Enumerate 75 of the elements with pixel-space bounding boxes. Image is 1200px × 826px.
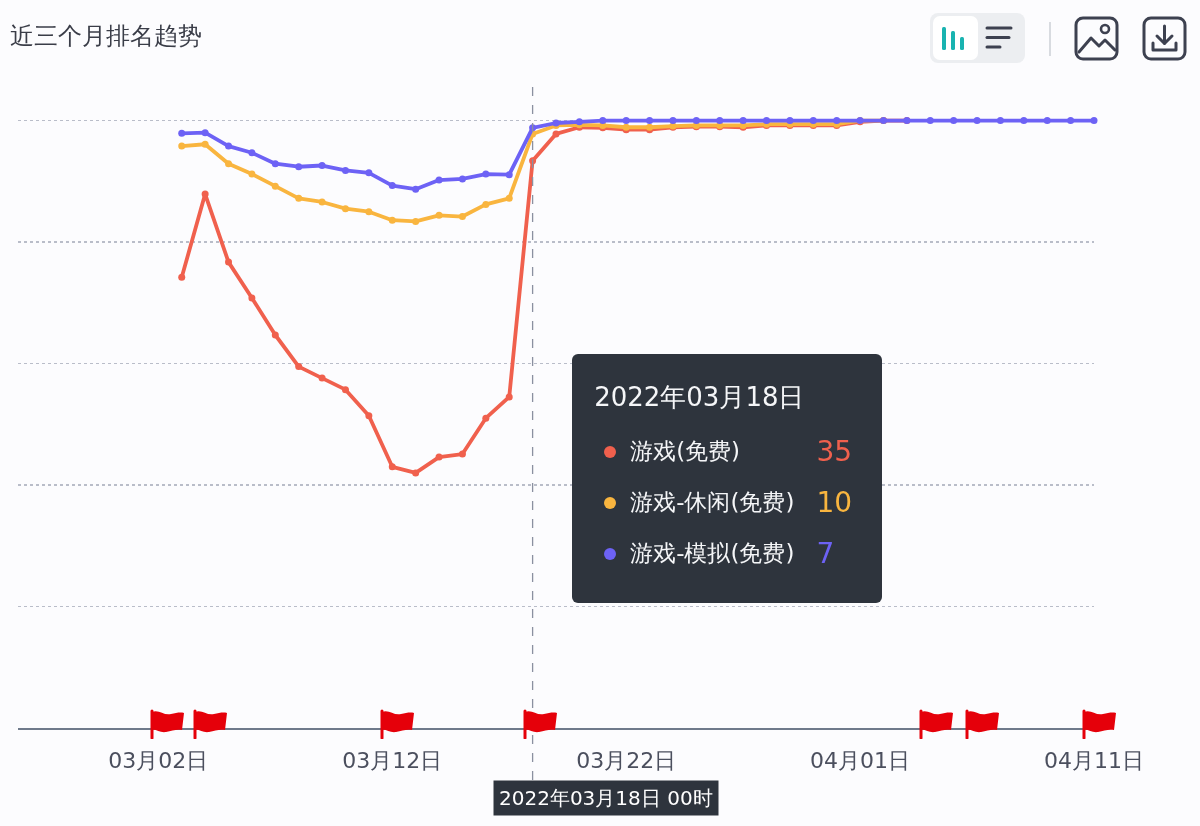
point [365,208,373,216]
point [692,117,700,125]
point [201,140,209,148]
point [1020,117,1028,125]
point [669,117,677,125]
point [412,217,420,225]
point [435,176,443,184]
point [248,294,256,302]
point [622,117,630,125]
point [926,117,934,125]
legend-title: 2022年03月18日 [594,381,805,415]
point [178,273,186,281]
point [341,386,349,394]
x-tick-label: 03月12日 [342,747,443,773]
x-tick-label: 03月02日 [108,747,209,773]
ref-line-label: 2022年03月18日 00时 [499,786,713,810]
point [295,163,303,171]
point [225,142,233,150]
point [599,117,607,125]
point [178,129,186,137]
x-tick-label: 04月01日 [810,747,911,773]
point [505,393,513,401]
annotation: 7 [816,537,836,571]
legend-label: 游戏(免费) [630,437,742,467]
point [225,160,233,168]
annotation: 35 [816,435,853,469]
point [201,190,209,198]
point [646,117,654,125]
legend-label: 游戏-模拟(免费) [630,539,795,569]
point [482,200,490,208]
point [295,363,303,371]
point [435,453,443,461]
x-tick-label: 03月22日 [576,747,677,773]
point [950,117,958,125]
point [318,162,326,170]
point [248,149,256,157]
point [973,117,981,125]
point [318,374,326,382]
point [225,258,233,266]
point [482,170,490,178]
point [1043,117,1051,125]
point [1067,117,1075,125]
point [388,463,396,471]
point [318,198,326,206]
point [552,130,560,138]
point [201,129,209,137]
point [458,450,466,458]
point [365,169,373,177]
annotation: 10 [816,486,853,520]
point [341,166,349,174]
legend-label: 游戏-休闲(免费) [630,488,795,518]
point [271,160,279,168]
point [996,117,1004,125]
point [458,175,466,183]
point [365,412,373,420]
point [435,211,443,219]
point [458,213,466,221]
x-tick-label: 04月11日 [1044,747,1144,773]
point [505,194,513,202]
point [412,469,420,477]
point [482,414,490,422]
point [412,185,420,193]
point [716,117,724,125]
point [341,205,349,213]
point [505,171,513,179]
point [271,182,279,190]
point [388,216,396,224]
chart-title: 近三个月排名趋势 [10,22,202,51]
point [271,331,279,339]
point [739,117,747,125]
point [1090,117,1098,125]
point [178,142,186,150]
point [295,194,303,202]
point [388,182,396,190]
point [248,170,256,178]
